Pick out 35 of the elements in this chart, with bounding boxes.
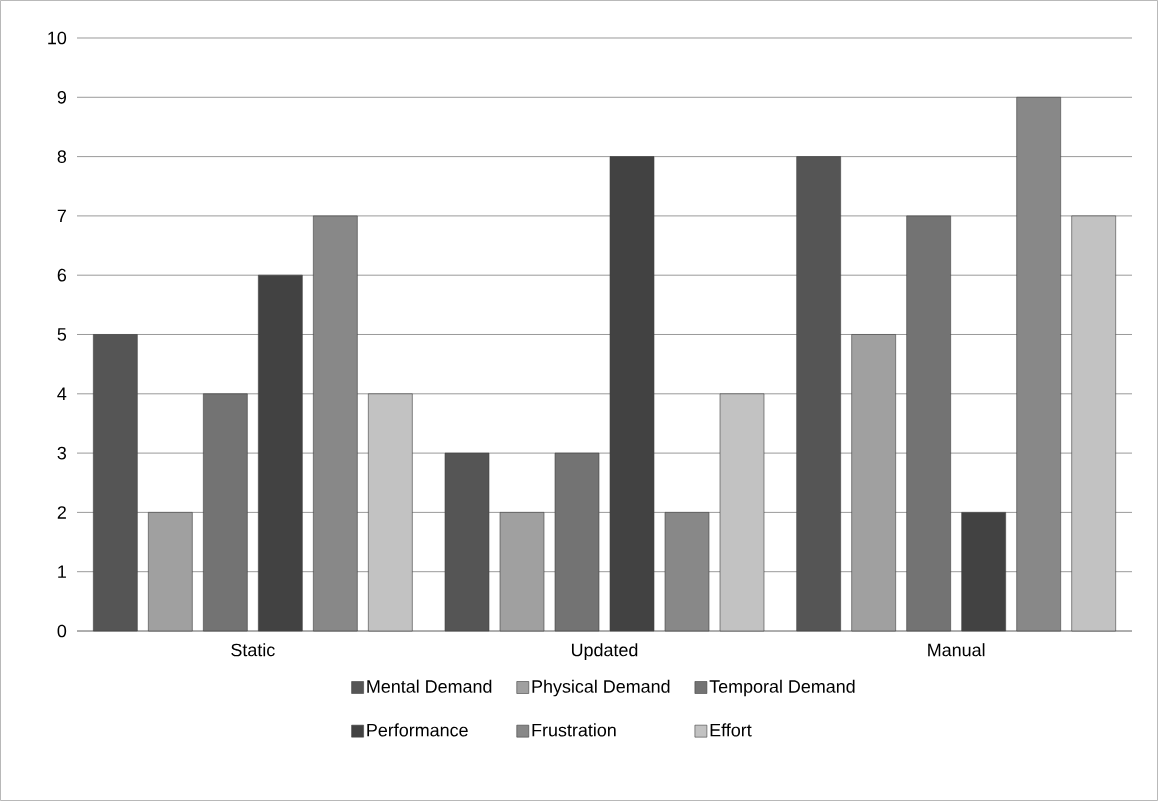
bar <box>368 393 413 632</box>
bar <box>851 334 896 632</box>
bar <box>961 512 1006 632</box>
y-tick-label: 0 <box>57 624 67 638</box>
y-tick-label: 9 <box>57 90 66 104</box>
bar <box>719 393 765 632</box>
y-tick-label: 10 <box>48 31 67 45</box>
y-tick-label: 2 <box>57 506 66 519</box>
bar <box>796 156 841 632</box>
legend-label: Performance <box>367 723 468 737</box>
y-tick-label: 1 <box>58 565 66 578</box>
bar <box>93 334 138 632</box>
x-tick-label: Static <box>231 643 275 657</box>
legend-label: Frustration <box>532 723 616 737</box>
bar <box>258 274 303 632</box>
y-tick-label: 8 <box>57 150 67 163</box>
legend-label: Effort <box>710 723 752 737</box>
legend-label: Mental Demand <box>367 679 492 693</box>
bar <box>1071 215 1116 632</box>
bar <box>444 452 490 632</box>
bar <box>609 156 655 632</box>
x-tick-label: Manual <box>928 643 985 657</box>
bar <box>148 512 193 632</box>
y-tick-label: 6 <box>57 268 67 282</box>
bar <box>203 393 248 632</box>
bar <box>906 215 951 632</box>
bar <box>499 512 545 632</box>
legend-label: Temporal Demand <box>709 679 855 697</box>
bar <box>554 452 600 632</box>
y-tick-label: 3 <box>57 446 67 460</box>
x-tick-label: Updated <box>571 643 638 660</box>
y-tick-label: 5 <box>57 328 67 341</box>
legend-label: Physical Demand <box>532 679 670 697</box>
y-tick-label: 7 <box>57 209 66 223</box>
y-tick-label: 4 <box>57 387 67 400</box>
